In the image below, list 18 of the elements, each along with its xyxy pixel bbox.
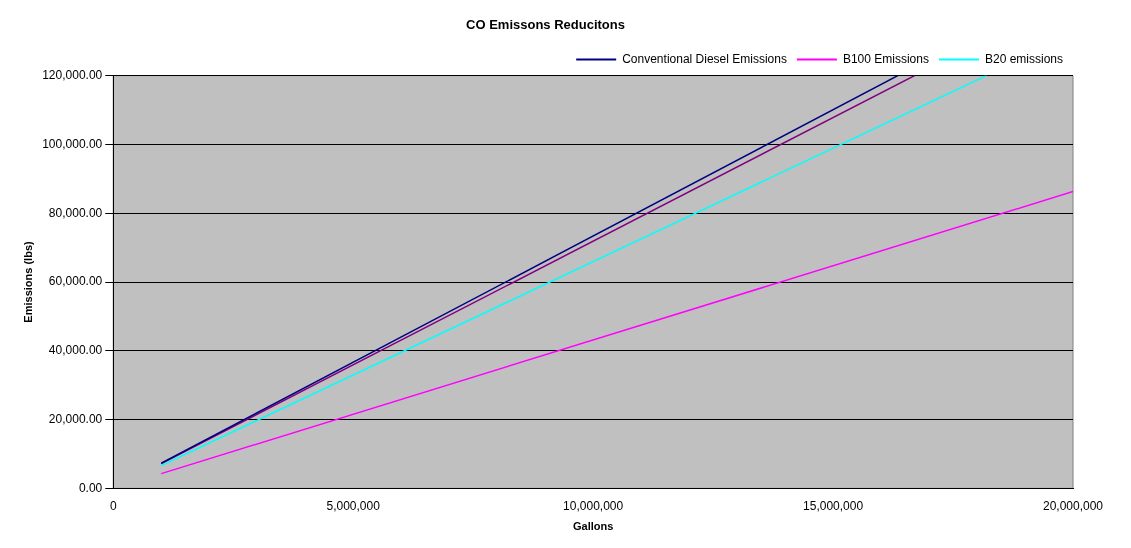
y-tick-label: 40,000.00 [48,343,103,358]
legend-label: B20 emissions [984,51,1064,66]
chart-title: CO Emissons Reducitons [466,17,625,33]
x-tick-label: 0 [109,498,117,513]
x-tick-label: 20,000,000 [1042,498,1104,513]
x-tick-label: 15,000,000 [803,498,864,513]
y-tick-label: 80,000.00 [48,205,103,220]
y-tick-label: 20,000.00 [48,411,103,426]
y-tick-label: 60,000.00 [48,274,103,289]
y-tick-label: 120,000.00 [42,67,103,82]
x-tick-label: 5,000,000 [326,498,381,513]
y-axis-title: Emissions (lbs) [21,241,34,323]
x-axis-title: Gallons [572,520,614,533]
y-tick-label: 100,000.00 [42,136,103,151]
y-tick-label: 0.00 [78,480,103,495]
legend-label: Conventional Diesel Emissions [622,51,787,66]
x-tick-label: 10,000,000 [563,498,624,513]
legend-label: B100 Emissions [842,51,929,66]
